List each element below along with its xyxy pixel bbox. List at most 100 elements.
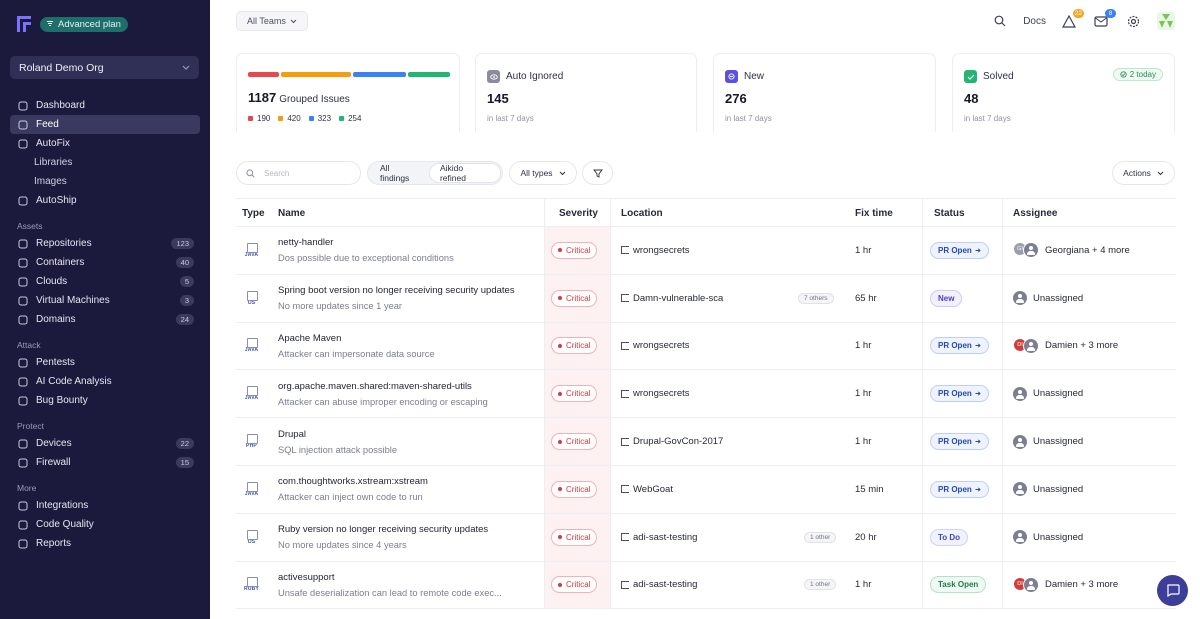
assignee[interactable]: Unassigned xyxy=(1013,291,1083,306)
col-status[interactable]: Status xyxy=(934,207,965,219)
col-type[interactable]: Type xyxy=(242,207,265,219)
avatar-group: GI xyxy=(1013,242,1039,259)
col-fix-time[interactable]: Fix time xyxy=(855,207,893,219)
location[interactable]: wrongsecrets xyxy=(621,340,690,351)
issue-name[interactable]: Ruby version no longer receiving securit… xyxy=(278,524,489,536)
sidebar-item-virtual-machines[interactable]: Virtual Machines 3 xyxy=(10,291,200,310)
status-badge[interactable]: PR Open xyxy=(930,241,989,259)
sidebar-item-clouds[interactable]: Clouds 5 xyxy=(10,272,200,291)
others-badge[interactable]: 7 others xyxy=(798,292,834,304)
sidebar-item-repositories[interactable]: Repositories 123 xyxy=(10,234,200,253)
status-badge[interactable]: To Do xyxy=(930,528,969,546)
status-badge[interactable]: PR Open xyxy=(930,433,989,451)
sidebar-item-containers[interactable]: Containers 40 xyxy=(10,253,200,272)
sidebar-item-feed[interactable]: Feed xyxy=(10,115,200,134)
search-placeholder: Search xyxy=(264,168,290,178)
sidebar-item-ai-code-analysis[interactable]: AI Code Analysis xyxy=(10,372,200,391)
sidebar-item-reports[interactable]: Reports xyxy=(10,534,200,553)
tab-all-findings[interactable]: All findings xyxy=(380,163,410,183)
auto-ignored-card[interactable]: Auto Ignored 145 in last 7 days xyxy=(475,53,697,132)
table-row[interactable]: PHP Drupal SQL injection attack possible Cr… xyxy=(236,418,1176,466)
sidebar-item-integrations[interactable]: Integrations xyxy=(10,496,200,515)
col-severity[interactable]: Severity xyxy=(559,207,598,219)
sidebar-item-autoship[interactable]: AutoShip xyxy=(10,191,200,210)
types-filter[interactable]: All types xyxy=(509,161,577,185)
assignee[interactable]: GI Georgiana + 4 more xyxy=(1013,242,1130,259)
package-type-icon: JAVA xyxy=(244,481,259,497)
plan-badge[interactable]: Advanced plan xyxy=(40,17,128,32)
location[interactable]: WebGoat xyxy=(621,484,673,495)
solved-card[interactable]: Solved 2 today 48 in last 7 days xyxy=(952,53,1175,132)
bug-icon xyxy=(18,396,28,406)
status-badge[interactable]: PR Open xyxy=(930,337,989,355)
search-input[interactable]: Search xyxy=(236,161,361,185)
filter-button[interactable] xyxy=(582,161,613,185)
avatar[interactable] xyxy=(1156,11,1176,31)
avatar-group: DI xyxy=(1013,337,1039,354)
tab-aikido-refined[interactable]: Aikido refined xyxy=(429,163,500,183)
status-badge[interactable]: PR Open xyxy=(930,480,989,498)
assignee[interactable]: Unassigned xyxy=(1013,530,1083,545)
status-badge[interactable]: New xyxy=(930,289,963,307)
org-select[interactable]: Roland Demo Org xyxy=(10,56,199,79)
sidebar-item-devices[interactable]: Devices 22 xyxy=(10,434,200,453)
location[interactable]: wrongsecrets xyxy=(621,245,690,256)
sidebar-item-pentests[interactable]: Pentests xyxy=(10,353,200,372)
actions-button[interactable]: Actions xyxy=(1112,161,1175,185)
arrow-right-icon xyxy=(975,248,981,253)
issue-name[interactable]: netty-handler xyxy=(278,237,334,249)
status-badge[interactable]: PR Open xyxy=(930,385,989,403)
teams-select[interactable]: All Teams xyxy=(236,11,308,31)
sidebar-item-domains[interactable]: Domains 24 xyxy=(10,310,200,329)
new-card[interactable]: New 276 in last 7 days xyxy=(713,53,936,132)
table-row[interactable]: JAVA com.thoughtworks.xstream:xstream Atta… xyxy=(236,465,1176,514)
issue-name[interactable]: activesupport xyxy=(278,571,335,583)
col-name[interactable]: Name xyxy=(278,207,306,219)
assignee[interactable]: Unassigned xyxy=(1013,482,1083,497)
sidebar-item-dashboard[interactable]: Dashboard xyxy=(10,96,200,115)
location[interactable]: wrongsecrets xyxy=(621,388,690,399)
issue-name[interactable]: org.apache.maven.shared:maven-shared-uti… xyxy=(278,380,472,392)
assignee[interactable]: Unassigned xyxy=(1013,386,1083,401)
nav-section-title: More xyxy=(17,483,37,493)
col-location[interactable]: Location xyxy=(621,207,663,219)
table-row[interactable]: OS Spring boot version no longer receivin… xyxy=(236,274,1176,323)
col-assignee[interactable]: Assignee xyxy=(1013,207,1058,219)
grid-icon xyxy=(18,101,28,111)
table-row[interactable]: JAVA org.apache.maven.shared:maven-shared… xyxy=(236,370,1176,419)
location[interactable]: adi-sast-testing xyxy=(621,532,697,543)
others-badge[interactable]: 1 other xyxy=(804,579,837,591)
docs-link[interactable]: Docs xyxy=(1023,15,1046,27)
issue-name[interactable]: Apache Maven xyxy=(278,332,342,344)
table-row[interactable]: JAVA netty-handler Dos possible due to exc… xyxy=(236,227,1176,275)
sidebar-item-firewall[interactable]: Firewall 15 xyxy=(10,453,200,472)
location[interactable]: Damn-vulnerable-sca xyxy=(621,293,723,304)
sidebar-item-bug-bounty[interactable]: Bug Bounty xyxy=(10,391,200,410)
assignee[interactable]: DI Damien + 3 more xyxy=(1013,337,1118,354)
table-row[interactable]: OS Ruby version no longer receiving secur… xyxy=(236,513,1176,562)
sidebar-item-code-quality[interactable]: Code Quality xyxy=(10,515,200,534)
search-icon[interactable] xyxy=(991,12,1009,30)
issue-name[interactable]: Drupal xyxy=(278,428,306,440)
alerts-icon[interactable]: 22 xyxy=(1060,9,1084,30)
mail-icon[interactable]: 8 xyxy=(1092,9,1116,30)
location[interactable]: adi-sast-testing xyxy=(621,579,697,590)
chat-button[interactable] xyxy=(1157,575,1188,606)
assignee[interactable]: Unassigned xyxy=(1013,434,1083,449)
sidebar-item-libraries[interactable]: Libraries xyxy=(10,153,200,172)
sidebar-item-images[interactable]: Images xyxy=(10,172,200,191)
grouped-issues-card[interactable]: 1187 Grouped Issues 190 420 323 254 xyxy=(236,53,460,132)
issue-name[interactable]: com.thoughtworks.xstream:xstream xyxy=(278,476,428,488)
unassigned-avatar-icon xyxy=(1013,530,1027,545)
sidebar-item-autofix[interactable]: AutoFix xyxy=(10,134,200,153)
chevron-down-icon xyxy=(559,171,565,175)
table-row[interactable]: JAVA Apache Maven Attacker can impersonate… xyxy=(236,322,1176,371)
table-row[interactable]: RUBY activesupport Unsafe deserialization … xyxy=(236,561,1176,610)
status-badge[interactable]: Task Open xyxy=(930,576,987,594)
aikido-logo-icon[interactable] xyxy=(16,15,32,33)
others-badge[interactable]: 1 other xyxy=(804,531,837,543)
location[interactable]: Drupal-GovCon-2017 xyxy=(621,436,723,447)
issue-name[interactable]: Spring boot version no longer receiving … xyxy=(278,285,515,297)
gear-icon[interactable] xyxy=(1124,12,1142,30)
assignee[interactable]: DI Damien + 3 more xyxy=(1013,576,1118,593)
